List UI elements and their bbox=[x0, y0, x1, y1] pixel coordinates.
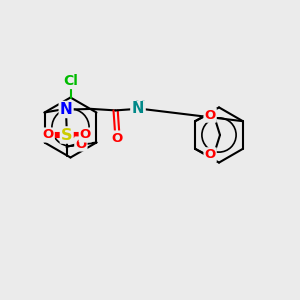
Text: Cl: Cl bbox=[63, 74, 78, 88]
Text: O: O bbox=[80, 128, 91, 142]
Text: O: O bbox=[112, 131, 123, 145]
Text: O: O bbox=[75, 137, 86, 151]
Text: O: O bbox=[43, 128, 54, 142]
Text: O: O bbox=[205, 109, 216, 122]
Text: O: O bbox=[205, 148, 216, 161]
Text: N: N bbox=[60, 102, 73, 117]
Text: N: N bbox=[131, 101, 144, 116]
Text: H: H bbox=[134, 99, 145, 112]
Text: S: S bbox=[61, 128, 73, 142]
